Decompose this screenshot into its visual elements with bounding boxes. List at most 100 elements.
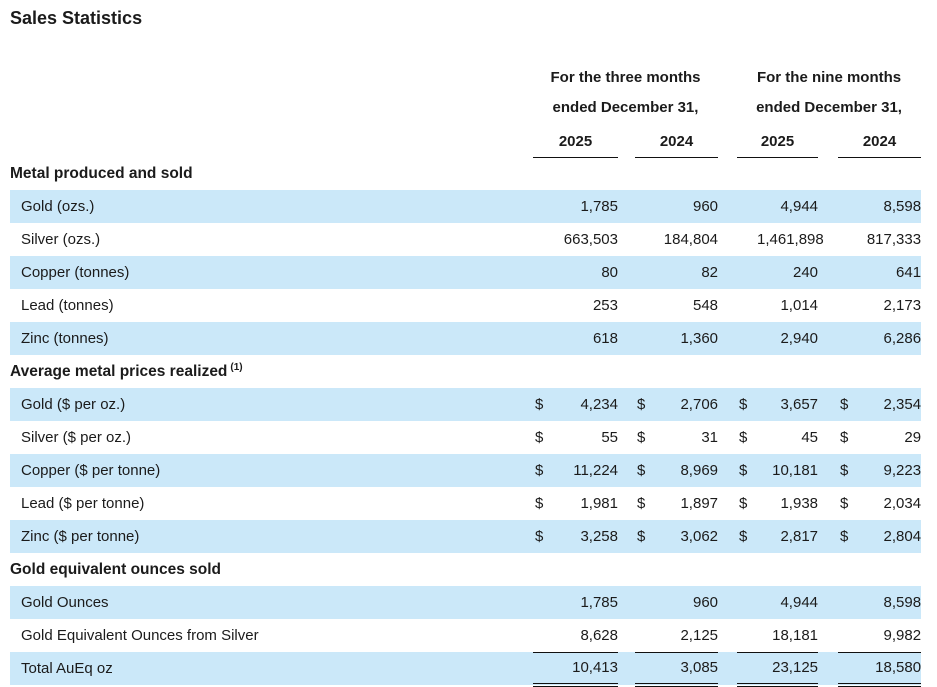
spacer-cell bbox=[818, 190, 839, 223]
value-cell: 3,085 bbox=[655, 652, 719, 687]
table-row-zinc-tonnes: Zinc (tonnes) 618 1,360 2,940 6,286 bbox=[10, 322, 922, 355]
currency-cell bbox=[737, 586, 758, 619]
currency-cell: $ bbox=[737, 454, 758, 487]
currency-cell bbox=[737, 289, 757, 322]
spacer-cell bbox=[10, 123, 533, 157]
table-row-zinc-price: Zinc ($ per tonne) $3,258 $3,062 $2,817 … bbox=[10, 520, 922, 553]
spacer-cell bbox=[718, 190, 738, 223]
spacer-cell bbox=[718, 421, 737, 454]
value-cell: 641 bbox=[858, 256, 922, 289]
table-row-gold-ounces: Gold Ounces 1,785 960 4,944 8,598 bbox=[10, 586, 922, 619]
value-cell: 18,580 bbox=[858, 652, 922, 687]
value-cell: 960 bbox=[655, 190, 719, 223]
value-cell: 1,981 bbox=[580, 495, 618, 512]
value-cell: 3,062 bbox=[655, 520, 719, 553]
row-label: Zinc (tonnes) bbox=[10, 322, 533, 355]
value-cell: 2,125 bbox=[655, 619, 719, 653]
spacer-cell bbox=[618, 289, 635, 322]
spacer-cell bbox=[618, 652, 635, 685]
page-title: Sales Statistics bbox=[10, 8, 143, 28]
section-title: Average metal prices realized bbox=[10, 363, 228, 381]
currency-cell bbox=[737, 322, 758, 355]
spacer-cell bbox=[818, 487, 838, 520]
spacer-cell bbox=[818, 421, 838, 454]
currency-cell bbox=[635, 586, 655, 619]
three-months-line2: ended December 31, bbox=[552, 99, 699, 116]
spacer-cell bbox=[618, 223, 635, 256]
value-cell: 9,982 bbox=[858, 619, 922, 653]
currency-cell: $ bbox=[637, 429, 646, 446]
year-header-3mo-2024: 2024 bbox=[635, 123, 719, 158]
spacer-cell bbox=[818, 388, 839, 421]
currency-cell: $ bbox=[739, 495, 748, 512]
spacer-cell bbox=[718, 63, 737, 123]
value-cell: 240 bbox=[757, 256, 819, 289]
currency-cell bbox=[737, 256, 758, 289]
currency-cell: $ bbox=[737, 388, 758, 421]
year-header-9mo-2024: 2024 bbox=[838, 123, 922, 158]
value-cell: 55 bbox=[601, 429, 618, 446]
value-cell: 8,598 bbox=[858, 586, 922, 619]
currency-cell bbox=[635, 223, 655, 256]
value-cell: 2,706 bbox=[655, 388, 719, 421]
currency-cell bbox=[838, 223, 858, 256]
value-cell: 817,333 bbox=[866, 231, 922, 248]
value-cell: 1,785 bbox=[553, 586, 618, 619]
spacer-cell bbox=[618, 421, 635, 454]
row-label: Gold Ounces bbox=[10, 586, 533, 619]
value-cell: 2,804 bbox=[858, 520, 922, 553]
row-label: Copper (tonnes) bbox=[10, 256, 533, 289]
nine-months-line1: For the nine months bbox=[756, 69, 902, 86]
row-label: Lead ($ per tonne) bbox=[21, 495, 145, 512]
currency-cell: $ bbox=[838, 454, 859, 487]
table-row-lead-tonnes: Lead (tonnes) 253 548 1,014 2,173 bbox=[10, 289, 921, 322]
value-cell: 3,258 bbox=[553, 520, 618, 553]
currency-cell bbox=[838, 322, 859, 355]
currency-cell: $ bbox=[838, 520, 859, 553]
value-cell: 8,969 bbox=[655, 454, 719, 487]
row-label: Copper ($ per tonne) bbox=[10, 454, 533, 487]
table-row-gold-price: Gold ($ per oz.) $4,234 $2,706 $3,657 $2… bbox=[10, 388, 922, 421]
value-cell: 1,897 bbox=[680, 495, 719, 512]
currency-cell bbox=[635, 652, 655, 687]
row-label: Gold Equivalent Ounces from Silver bbox=[21, 627, 259, 644]
row-label: Total AuEq oz bbox=[10, 652, 533, 685]
value-cell: 663,503 bbox=[563, 231, 618, 248]
spacer-cell bbox=[818, 322, 839, 355]
currency-cell: $ bbox=[737, 520, 758, 553]
currency-cell bbox=[533, 619, 553, 653]
spacer-cell bbox=[818, 454, 839, 487]
value-cell: 29 bbox=[904, 429, 922, 446]
section-footnote-ref: (1) bbox=[230, 361, 243, 373]
value-cell: 2,173 bbox=[883, 297, 922, 314]
spacer-cell bbox=[618, 586, 635, 619]
value-cell: 2,817 bbox=[757, 520, 819, 553]
row-label: Silver ($ per oz.) bbox=[21, 429, 132, 446]
value-cell: 1,360 bbox=[655, 322, 719, 355]
row-label: Zinc ($ per tonne) bbox=[10, 520, 533, 553]
currency-cell bbox=[838, 190, 859, 223]
currency-cell: $ bbox=[635, 388, 655, 421]
sales-statistics-table: For the three months ended December 31, … bbox=[10, 63, 922, 687]
currency-cell bbox=[533, 586, 553, 619]
spacer-cell bbox=[718, 619, 737, 652]
year-header-3mo-2025: 2025 bbox=[533, 123, 618, 158]
table-row-silver-price: Silver ($ per oz.) $55 $31 $45 $29 bbox=[10, 421, 921, 454]
section-title: Metal produced and sold bbox=[10, 165, 193, 183]
value-cell: 184,804 bbox=[663, 231, 719, 248]
currency-cell bbox=[635, 619, 655, 653]
spacer-cell bbox=[718, 289, 737, 322]
period-header-row: For the three months ended December 31, … bbox=[10, 63, 921, 123]
currency-cell bbox=[533, 289, 553, 322]
spacer-cell bbox=[618, 190, 635, 223]
value-cell: 10,413 bbox=[553, 652, 618, 687]
value-cell: 80 bbox=[553, 256, 618, 289]
spacer-cell bbox=[818, 123, 838, 157]
table-row-geo-from-silver: Gold Equivalent Ounces from Silver 8,628… bbox=[10, 619, 922, 653]
spacer-cell bbox=[718, 223, 737, 256]
three-months-line1: For the three months bbox=[550, 69, 701, 86]
spacer-cell bbox=[718, 586, 738, 619]
table-row-copper-price: Copper ($ per tonne) $11,224 $8,969 $10,… bbox=[10, 454, 922, 487]
value-cell: 4,944 bbox=[757, 586, 819, 619]
table-row-silver-ozs: Silver (ozs.) 663,503 184,804 1,461,898 … bbox=[10, 223, 921, 256]
